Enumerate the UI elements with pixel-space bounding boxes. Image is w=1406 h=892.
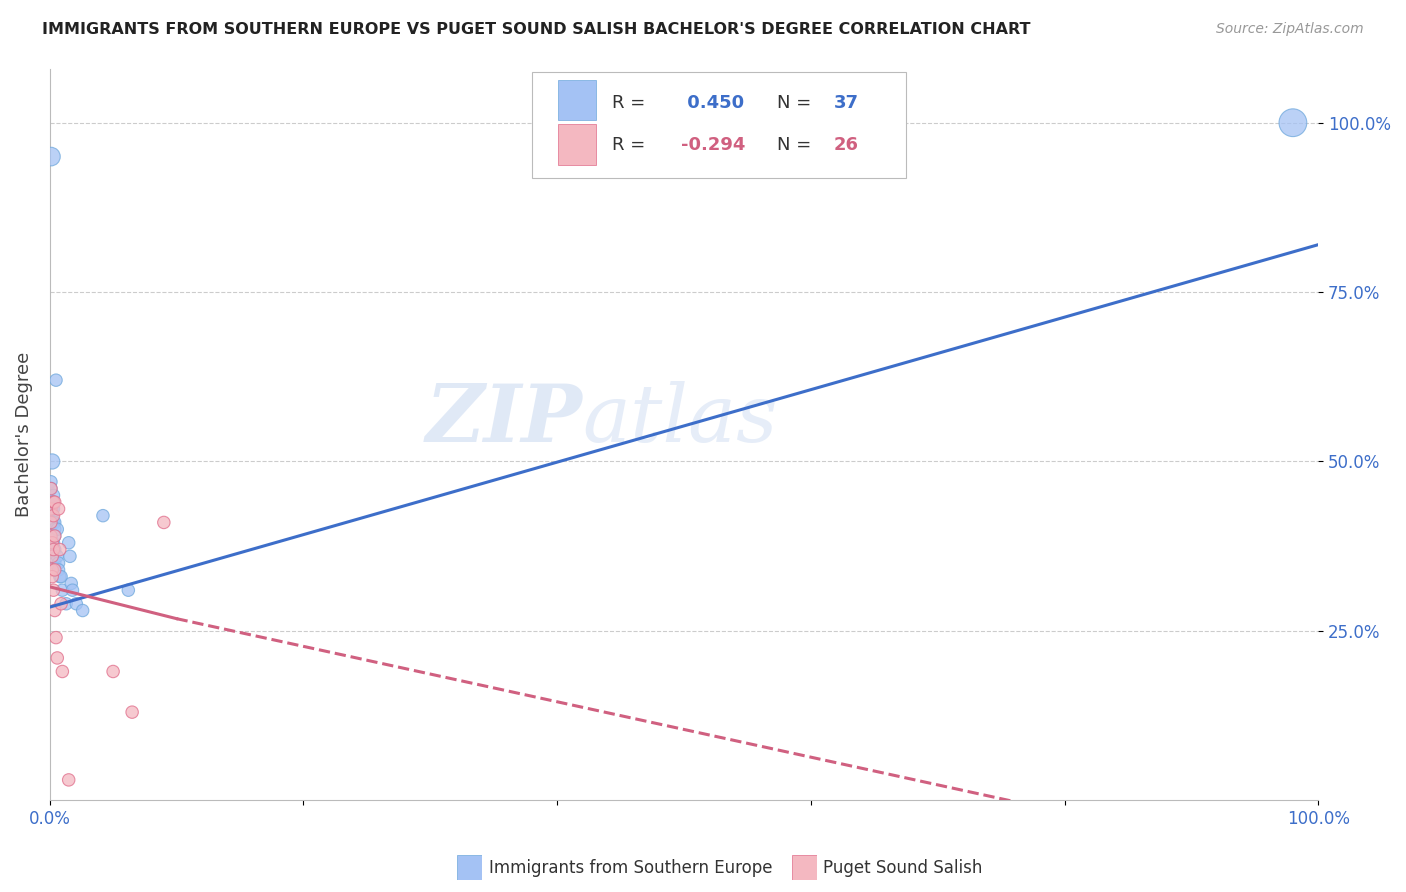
Point	[42, 488, 65, 502]
Point	[58, 772, 80, 787]
Point	[58, 535, 80, 549]
Point	[48, 502, 70, 516]
Point	[117, 583, 139, 598]
Point	[39, 482, 62, 496]
Point	[121, 705, 143, 719]
Point	[46, 549, 69, 564]
Point	[42, 516, 65, 530]
Point	[42, 583, 65, 598]
Text: IMMIGRANTS FROM SOUTHERN EUROPE VS PUGET SOUND SALISH BACHELOR'S DEGREE CORRELAT: IMMIGRANTS FROM SOUTHERN EUROPE VS PUGET…	[42, 22, 1031, 37]
Y-axis label: Bachelor's Degree: Bachelor's Degree	[15, 351, 32, 517]
Point	[42, 542, 65, 557]
Point	[72, 603, 94, 617]
Point	[41, 535, 63, 549]
Point	[44, 516, 66, 530]
Point	[39, 516, 62, 530]
Point	[41, 569, 63, 583]
Point	[41, 502, 63, 516]
Point	[39, 495, 62, 509]
FancyBboxPatch shape	[558, 125, 596, 165]
Point	[51, 665, 73, 679]
Text: atlas: atlas	[582, 381, 778, 458]
Point	[41, 508, 63, 523]
Point	[41, 549, 63, 564]
Text: 0.450: 0.450	[682, 95, 745, 112]
Text: Puget Sound Salish: Puget Sound Salish	[823, 859, 981, 877]
Text: ZIP: ZIP	[426, 381, 582, 458]
Point	[62, 583, 84, 598]
Point	[39, 150, 62, 164]
Point	[1282, 116, 1305, 130]
Text: -0.294: -0.294	[682, 136, 745, 154]
FancyBboxPatch shape	[558, 80, 596, 120]
Point	[55, 597, 77, 611]
Text: 37: 37	[834, 95, 859, 112]
Text: Immigrants from Southern Europe: Immigrants from Southern Europe	[489, 859, 773, 877]
Text: R =: R =	[612, 95, 651, 112]
Point	[49, 597, 72, 611]
Text: N =: N =	[776, 95, 817, 112]
Point	[42, 535, 65, 549]
Text: N =: N =	[776, 136, 817, 154]
Point	[44, 522, 66, 536]
Point	[42, 495, 65, 509]
Point	[49, 542, 72, 557]
Point	[41, 454, 63, 468]
Point	[41, 495, 63, 509]
Point	[45, 631, 67, 645]
Point	[44, 556, 66, 570]
Point	[65, 597, 87, 611]
Point	[39, 529, 62, 543]
Point	[41, 516, 63, 530]
Point	[41, 563, 63, 577]
Point	[44, 529, 66, 543]
Point	[49, 569, 72, 583]
Point	[45, 373, 67, 387]
Point	[42, 502, 65, 516]
Text: 26: 26	[834, 136, 859, 154]
Point	[49, 569, 72, 583]
Text: Source: ZipAtlas.com: Source: ZipAtlas.com	[1216, 22, 1364, 37]
Point	[91, 508, 114, 523]
Point	[60, 576, 83, 591]
Point	[48, 563, 70, 577]
Point	[39, 482, 62, 496]
Text: R =: R =	[612, 136, 651, 154]
FancyBboxPatch shape	[531, 72, 905, 178]
Point	[48, 556, 70, 570]
Point	[153, 516, 176, 530]
Point	[42, 508, 65, 523]
Point	[44, 529, 66, 543]
Point	[51, 583, 73, 598]
Point	[42, 495, 65, 509]
Point	[39, 502, 62, 516]
Point	[39, 475, 62, 489]
Point	[46, 651, 69, 665]
Point	[44, 542, 66, 557]
Point	[46, 522, 69, 536]
Point	[44, 563, 66, 577]
Point	[59, 549, 82, 564]
Point	[101, 665, 124, 679]
Point	[44, 603, 66, 617]
Point	[44, 495, 66, 509]
